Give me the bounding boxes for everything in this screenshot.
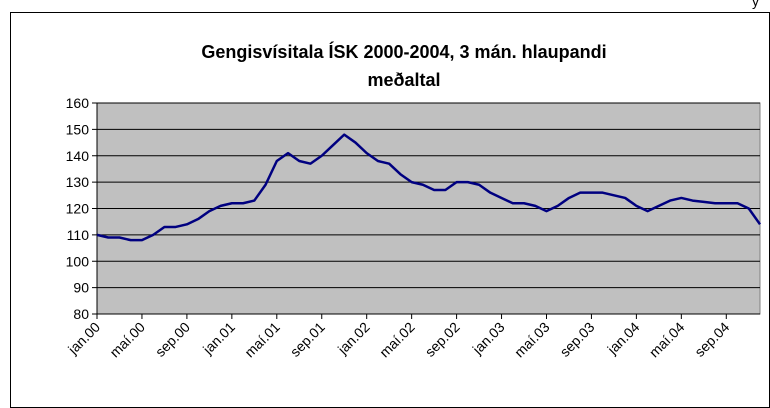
y-tick-label: 80 <box>73 306 89 322</box>
y-tick-label: 110 <box>67 227 90 243</box>
data-line <box>96 133 762 242</box>
y-tick-label: 100 <box>66 253 90 269</box>
corner-text: y <box>752 0 759 9</box>
y-tick-label: 130 <box>66 174 90 190</box>
y-tick-label: 140 <box>66 148 90 164</box>
chart-title: Gengisvísitala ÍSK 2000-2004, 3 mán. hla… <box>201 41 606 62</box>
y-tick-label: 90 <box>73 280 89 296</box>
y-tick-label: 150 <box>66 121 90 137</box>
y-tick-label: 120 <box>66 201 90 217</box>
y-tick-label: 160 <box>66 95 90 111</box>
chart-title: meðaltal <box>367 70 440 90</box>
